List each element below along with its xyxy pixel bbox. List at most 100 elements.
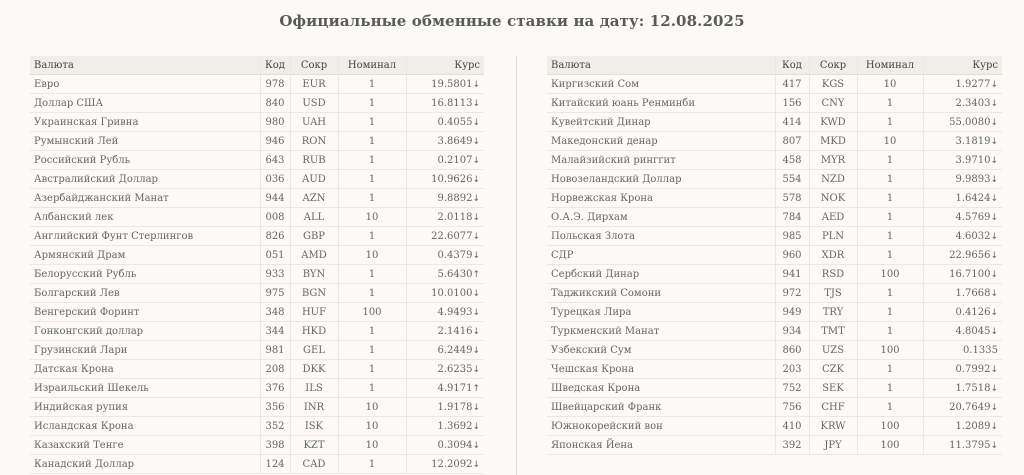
currency-rate: 10.0100↓ <box>405 283 484 303</box>
currency-abbr: RUB <box>289 150 338 170</box>
currency-name: Армянский Драм <box>30 245 260 265</box>
currency-name: Венгерский Форинт <box>30 302 260 322</box>
currency-nominal: 1 <box>856 359 923 379</box>
currency-code: 008 <box>259 207 290 227</box>
currency-abbr: GBP <box>289 226 338 246</box>
currency-name: Швейцарский Франк <box>547 397 775 417</box>
rate-value: 1.3692 <box>437 420 473 432</box>
header-currency[interactable]: Валюта <box>30 56 260 75</box>
rate-value: 1.2089 <box>955 420 991 432</box>
table-row: Албанский лек 008 ALL 10 2.0118↓ <box>30 207 484 227</box>
currency-abbr: GEL <box>289 340 338 360</box>
currency-name: Албанский лек <box>30 207 260 227</box>
header-code[interactable]: Код <box>259 56 290 75</box>
currency-rate: 3.1819↓ <box>922 131 1002 151</box>
arrow-down-icon: ↓ <box>472 174 480 185</box>
currency-code: 933 <box>259 264 290 284</box>
currency-abbr: EUR <box>289 74 338 94</box>
currency-code: 840 <box>259 93 290 113</box>
currency-nominal: 1 <box>337 264 406 284</box>
table-row: Румынский Лей 946 RON 1 3.8649↓ <box>30 131 484 151</box>
rate-value: 19.5801 <box>431 78 473 90</box>
arrow-down-icon: ↓ <box>472 231 480 242</box>
arrow-down-icon: ↓ <box>472 345 480 356</box>
currency-code: 944 <box>259 188 290 208</box>
header-rate[interactable]: Курс <box>405 56 484 75</box>
currency-code: 960 <box>774 245 809 265</box>
currency-name: Румынский Лей <box>30 131 260 151</box>
currency-name: Узбекский Сум <box>547 340 775 360</box>
currency-nominal: 1 <box>856 302 923 322</box>
currency-nominal: 10 <box>856 74 923 94</box>
table-row: Польская Злота 985 PLN 1 4.6032↓ <box>547 226 1002 246</box>
currency-abbr: HKD <box>289 321 338 341</box>
currency-nominal: 100 <box>337 302 406 322</box>
arrow-down-icon: ↓ <box>990 364 998 375</box>
arrow-down-icon: ↓ <box>472 288 480 299</box>
currency-rate: 1.9277↓ <box>922 74 1002 94</box>
currency-code: 392 <box>774 435 809 455</box>
currency-abbr: SEK <box>808 378 857 398</box>
table-row: Евро 978 EUR 1 19.5801↓ <box>30 74 484 94</box>
rate-value: 2.6235 <box>437 363 473 375</box>
rates-table-right: Валюта Код Сокр Номинал Курс Киргизский … <box>547 56 1002 455</box>
currency-nominal: 1 <box>856 112 923 132</box>
header-nominal[interactable]: Номинал <box>337 56 406 75</box>
currency-name: Болгарский Лев <box>30 283 260 303</box>
table-row: Китайский юань Ренминби 156 CNY 1 2.3403↓ <box>547 93 1002 113</box>
table-row: Шведская Крона 752 SEK 1 1.7518↓ <box>547 378 1002 398</box>
currency-nominal: 1 <box>856 397 923 417</box>
rate-value: 22.9656 <box>949 249 991 261</box>
header-rate[interactable]: Курс <box>922 56 1002 75</box>
currency-abbr: TJS <box>808 283 857 303</box>
header-abbr[interactable]: Сокр <box>808 56 857 75</box>
table-row: Сербский Динар 941 RSD 100 16.7100↓ <box>547 264 1002 284</box>
rate-value: 1.9178 <box>437 401 473 413</box>
arrow-down-icon: ↓ <box>990 326 998 337</box>
currency-nominal: 1 <box>337 378 406 398</box>
currency-name: Грузинский Лари <box>30 340 260 360</box>
currency-rate: 2.6235↓ <box>405 359 484 379</box>
currency-name: Английский Фунт Стерлингов <box>30 226 260 246</box>
rate-value: 0.7992 <box>955 363 991 375</box>
rate-value: 12.2092 <box>431 458 473 470</box>
rate-value: 11.3795 <box>949 439 991 451</box>
rate-value: 55.0080 <box>949 116 991 128</box>
currency-rate: 22.9656↓ <box>922 245 1002 265</box>
arrow-down-icon: ↓ <box>990 155 998 166</box>
currency-nominal: 1 <box>856 207 923 227</box>
currency-name: Норвежская Крона <box>547 188 775 208</box>
header-currency[interactable]: Валюта <box>547 56 775 75</box>
currency-code: 975 <box>259 283 290 303</box>
currency-code: 124 <box>259 454 290 474</box>
rates-table-left: Валюта Код Сокр Номинал Курс Евро 978 EUR 1… <box>30 56 484 474</box>
table-row: Малайзийский ринггит 458 MYR 1 3.9710↓ <box>547 150 1002 170</box>
currency-rate: 20.7649↓ <box>922 397 1002 417</box>
currency-code: 826 <box>259 226 290 246</box>
header-code[interactable]: Код <box>774 56 809 75</box>
arrow-down-icon: ↓ <box>990 421 998 432</box>
currency-nominal: 1 <box>856 283 923 303</box>
currency-name: Евро <box>30 74 260 94</box>
currency-abbr: MKD <box>808 131 857 151</box>
currency-rate: 1.2089↓ <box>922 416 1002 436</box>
currency-rate: 22.6077↓ <box>405 226 484 246</box>
arrow-down-icon: ↓ <box>990 288 998 299</box>
rate-value: 1.6424 <box>955 192 991 204</box>
table-row: Киргизский Сом 417 KGS 10 1.9277↓ <box>547 74 1002 94</box>
header-nominal[interactable]: Номинал <box>856 56 923 75</box>
currency-name: Турецкая Лира <box>547 302 775 322</box>
currency-rate: 1.3692↓ <box>405 416 484 436</box>
currency-name: Кувейтский Динар <box>547 112 775 132</box>
currency-rate: 0.4379↓ <box>405 245 484 265</box>
table-row: Узбекский Сум 860 UZS 100 0.1335 <box>547 340 1002 360</box>
table-row: Армянский Драм 051 AMD 10 0.4379↓ <box>30 245 484 265</box>
rate-value: 0.4055 <box>437 116 473 128</box>
currency-nominal: 1 <box>856 321 923 341</box>
currency-code: 578 <box>774 188 809 208</box>
header-abbr[interactable]: Сокр <box>289 56 338 75</box>
currency-nominal: 10 <box>337 416 406 436</box>
currency-nominal: 100 <box>856 264 923 284</box>
currency-nominal: 1 <box>856 226 923 246</box>
arrow-down-icon: ↓ <box>472 117 480 128</box>
